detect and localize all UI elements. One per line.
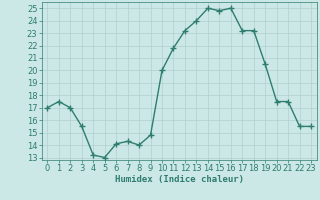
X-axis label: Humidex (Indice chaleur): Humidex (Indice chaleur): [115, 175, 244, 184]
